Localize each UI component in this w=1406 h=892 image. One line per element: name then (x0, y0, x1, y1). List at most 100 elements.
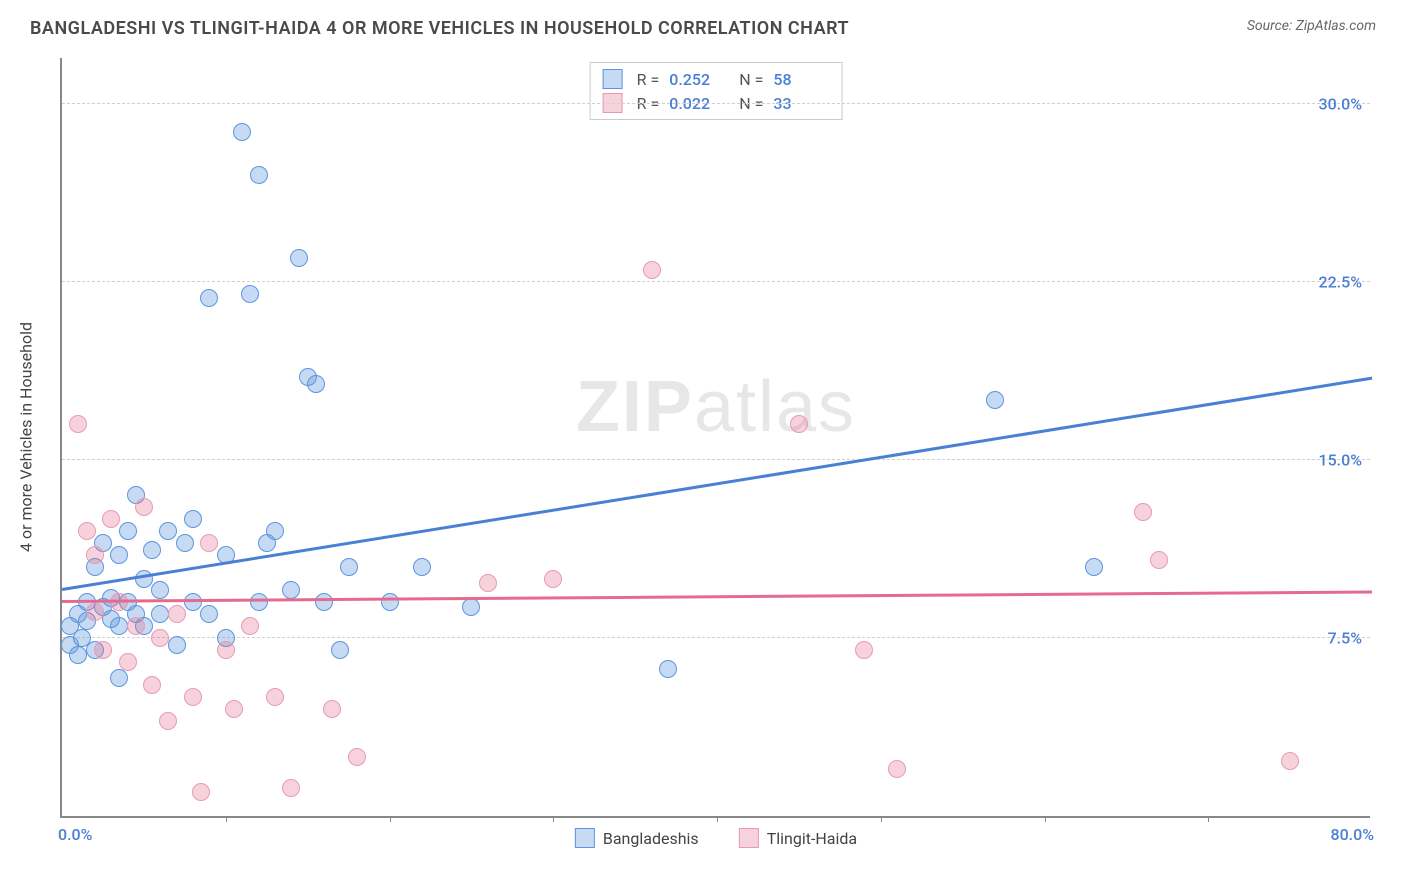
data-point (135, 498, 153, 516)
data-point (1085, 558, 1103, 576)
x-tick-mark (226, 816, 227, 822)
y-axis-label: 4 or more Vehicles in Household (17, 322, 36, 552)
data-point (168, 605, 186, 623)
n-label: N = (739, 70, 763, 89)
legend-label: Bangladeshis (603, 829, 699, 848)
data-point (381, 593, 399, 611)
data-point (151, 581, 169, 599)
r-value: 0.252 (669, 70, 725, 89)
data-point (143, 541, 161, 559)
data-point (266, 522, 284, 540)
x-axis-min-label: 0.0% (58, 825, 92, 844)
trend-line (62, 377, 1372, 591)
data-point (168, 636, 186, 654)
header: BANGLADESHI VS TLINGIT-HAIDA 4 OR MORE V… (0, 0, 1406, 39)
data-point (1281, 752, 1299, 770)
data-point (159, 522, 177, 540)
legend-item: Tlingit-Haida (739, 828, 857, 848)
data-point (241, 617, 259, 635)
data-point (855, 641, 873, 659)
data-point (225, 700, 243, 718)
data-point (659, 660, 677, 678)
data-point (315, 593, 333, 611)
data-point (200, 534, 218, 552)
data-point (176, 534, 194, 552)
data-point (102, 510, 120, 528)
data-point (184, 593, 202, 611)
data-point (413, 558, 431, 576)
data-point (69, 646, 87, 664)
x-tick-mark (1208, 816, 1209, 822)
data-point (110, 669, 128, 687)
data-point (143, 676, 161, 694)
data-point (307, 375, 325, 393)
data-point (119, 522, 137, 540)
data-point (290, 249, 308, 267)
data-point (78, 522, 96, 540)
data-point (86, 603, 104, 621)
gridline (62, 281, 1370, 282)
legend-swatch (575, 828, 595, 848)
legend-swatch (603, 69, 623, 89)
data-point (479, 574, 497, 592)
data-point (151, 629, 169, 647)
data-point (544, 570, 562, 588)
data-point (348, 748, 366, 766)
r-label: R = (637, 70, 660, 89)
watermark: ZIPatlas (576, 366, 856, 448)
data-point (643, 261, 661, 279)
legend-label: Tlingit-Haida (767, 829, 857, 848)
data-point (986, 391, 1004, 409)
x-axis-max-label: 80.0% (1330, 825, 1374, 844)
data-point (250, 166, 268, 184)
data-point (69, 415, 87, 433)
y-tick-label: 15.0% (1318, 450, 1362, 469)
data-point (233, 123, 251, 141)
gridline (62, 637, 1370, 638)
data-point (135, 570, 153, 588)
series-legend: Bangladeshis Tlingit-Haida (575, 828, 857, 848)
data-point (462, 598, 480, 616)
data-point (1134, 503, 1152, 521)
x-tick-mark (1045, 816, 1046, 822)
n-value: 58 (773, 70, 829, 89)
data-point (200, 605, 218, 623)
data-point (119, 653, 137, 671)
y-tick-label: 22.5% (1318, 272, 1362, 291)
source-attribution: Source: ZipAtlas.com (1247, 18, 1376, 34)
data-point (282, 779, 300, 797)
data-point (282, 581, 300, 599)
y-tick-label: 7.5% (1328, 628, 1362, 647)
data-point (888, 760, 906, 778)
x-tick-mark (553, 816, 554, 822)
data-point (250, 593, 268, 611)
data-point (110, 546, 128, 564)
gridline (62, 459, 1370, 460)
data-point (151, 605, 169, 623)
data-point (323, 700, 341, 718)
data-point (86, 546, 104, 564)
x-tick-mark (390, 816, 391, 822)
legend-item: Bangladeshis (575, 828, 699, 848)
data-point (94, 641, 112, 659)
data-point (184, 688, 202, 706)
data-point (110, 593, 128, 611)
data-point (340, 558, 358, 576)
legend-swatch (739, 828, 759, 848)
data-point (1150, 551, 1168, 569)
data-point (200, 289, 218, 307)
chart-title: BANGLADESHI VS TLINGIT-HAIDA 4 OR MORE V… (30, 18, 849, 39)
correlation-legend: R =0.252N =58R =0.022N =33 (590, 62, 843, 120)
data-point (159, 712, 177, 730)
data-point (192, 783, 210, 801)
data-point (331, 641, 349, 659)
data-point (266, 688, 284, 706)
data-point (241, 285, 259, 303)
data-point (127, 617, 145, 635)
data-point (110, 617, 128, 635)
legend-stat-row: R = 0.252 N = 58 (603, 67, 830, 91)
gridline (62, 103, 1370, 104)
data-point (217, 641, 235, 659)
x-tick-mark (717, 816, 718, 822)
data-point (790, 415, 808, 433)
